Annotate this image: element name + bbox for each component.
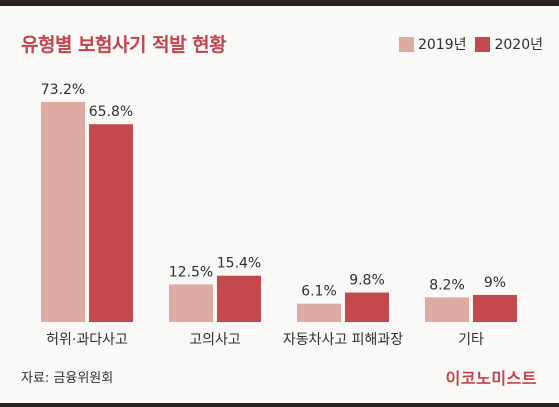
legend-swatch-2020 — [475, 36, 491, 52]
category-label-3: 기타 — [458, 332, 484, 348]
data-label-2020-1: 15.4% — [217, 256, 261, 272]
category-label-1: 고의사고 — [189, 332, 241, 348]
top-border — [0, 0, 559, 6]
legend-item-2020: 2020년 — [475, 34, 543, 54]
bar-2019-0 — [41, 102, 85, 322]
source-note: 자료: 금융위원회 — [21, 371, 114, 386]
bar-2020-1 — [217, 275, 261, 322]
legend-label-2019: 2019년 — [417, 37, 467, 53]
data-label-2020-3: 9% — [484, 275, 506, 291]
legend-swatch-2019 — [398, 36, 414, 52]
bar-2019-3 — [425, 297, 469, 322]
bar-2020-3 — [473, 294, 517, 322]
bar-2020-2 — [345, 292, 389, 322]
brand-logo: 이코노미스트 — [445, 369, 537, 388]
bar-2019-2 — [297, 303, 341, 322]
bottom-border — [0, 403, 559, 407]
category-label-0: 허위·과다사고 — [46, 332, 128, 348]
data-label-2020-2: 9.8% — [349, 273, 385, 289]
bar-2020-0 — [89, 124, 133, 322]
data-label-2019-0: 73.2% — [41, 82, 85, 98]
data-label-2019-2: 6.1% — [301, 284, 337, 300]
data-label-2019-3: 8.2% — [429, 277, 465, 293]
chart-title: 유형별 보험사기 적발 현황 — [21, 34, 227, 56]
data-label-2020-0: 65.8% — [89, 104, 133, 120]
legend-label-2020: 2020년 — [494, 37, 543, 53]
data-label-2019-1: 12.5% — [169, 264, 213, 280]
bar-2019-1 — [169, 284, 213, 322]
category-label-2: 자동차사고 피해과장 — [283, 332, 403, 348]
chart-legend: 2019년 2020년 — [390, 34, 543, 54]
legend-item-2019: 2019년 — [398, 34, 467, 54]
